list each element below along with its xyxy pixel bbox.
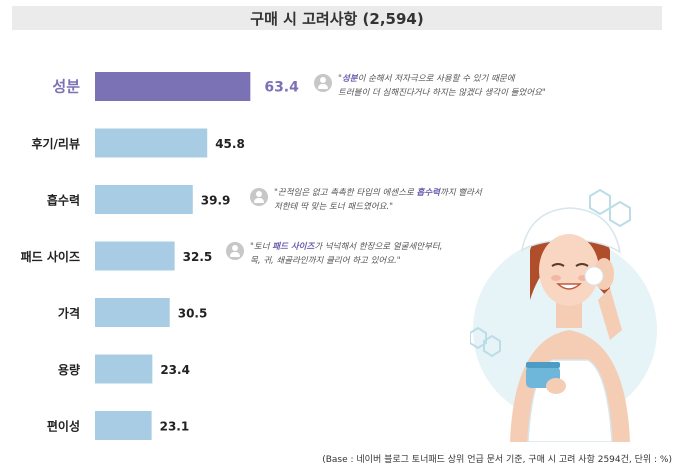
quote-text: "끈적임은 없고 촉촉한 타입의 에센스로 흡수력까지 빨라서 저한테 딱 맞는… (274, 188, 482, 212)
bar (95, 72, 251, 101)
category-label: 용량 (58, 362, 80, 377)
woman-skincare-illustration (470, 188, 657, 442)
bar (95, 241, 175, 271)
quote-text: "토너 패드 사이즈가 넉넉해서 한장으로 얼굴세안부터, 목, 귀, 쇄골라인… (250, 242, 443, 266)
value-label: 63.4 (264, 80, 299, 96)
value-label: 30.5 (178, 307, 208, 321)
chart-title: 구매 시 고려사항 (2,594) (12, 6, 662, 30)
category-label: 후기/리뷰 (31, 136, 80, 151)
footnote: (Base : 네이버 블로그 토너패드 상위 언급 문서 기준, 구매 시 고… (322, 455, 672, 465)
bar (95, 411, 152, 440)
quote-absorption: "끈적임은 없고 촉촉한 타입의 에센스로 흡수력까지 빨라서 저한테 딱 맞는… (250, 186, 482, 214)
category-label: 성분 (52, 78, 80, 96)
user-avatar-icon (314, 74, 332, 92)
value-label: 45.8 (215, 137, 245, 151)
category-label: 편이성 (47, 419, 80, 434)
molecule-icon (470, 326, 501, 358)
bar (95, 185, 193, 214)
bar (95, 128, 208, 158)
value-label: 23.1 (160, 420, 190, 434)
category-label: 가격 (58, 306, 80, 321)
bar (95, 298, 170, 327)
user-avatar-icon (250, 188, 268, 206)
category-label: 흡수력 (47, 193, 80, 208)
hand (546, 378, 566, 394)
toner-pad (584, 266, 604, 286)
value-label: 32.5 (183, 250, 213, 264)
value-label: 23.4 (160, 363, 190, 377)
quote-pad-size: "토너 패드 사이즈가 넉넉해서 한장으로 얼굴세안부터, 목, 귀, 쇄골라인… (226, 240, 442, 268)
bar (95, 354, 153, 384)
face (539, 234, 599, 306)
value-label: 39.9 (201, 194, 231, 208)
user-avatar-icon (226, 242, 244, 260)
quote-ingredient: "성분이 순해서 저자극으로 사용할 수 있기 때문에 트러블이 더 심해진다거… (314, 72, 546, 100)
molecule-icon (589, 188, 631, 228)
category-label: 패드 사이즈 (21, 249, 80, 264)
quote-text: "성분이 순해서 저자극으로 사용할 수 있기 때문에 트러블이 더 심해진다거… (338, 74, 546, 98)
